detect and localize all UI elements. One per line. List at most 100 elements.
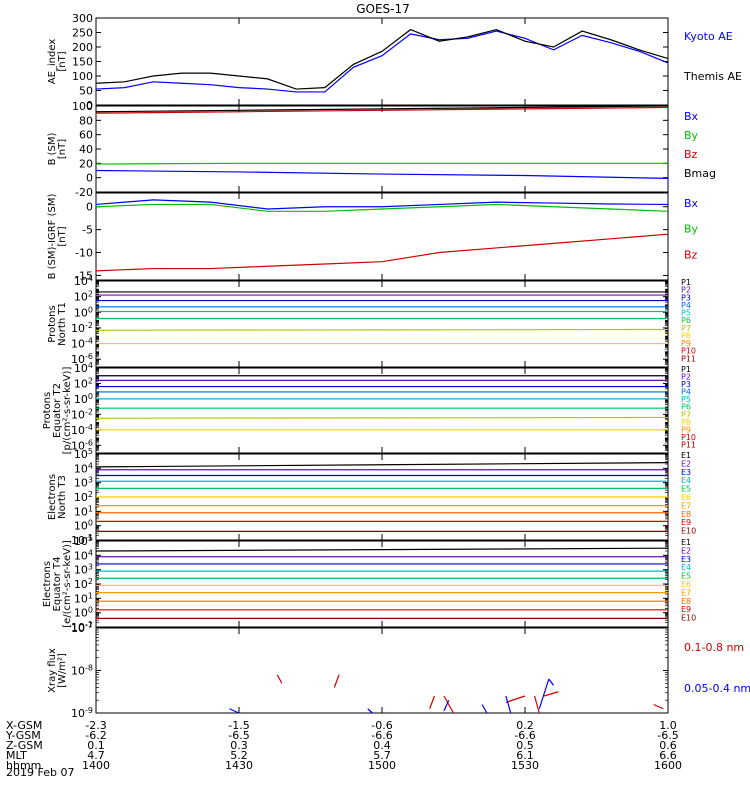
footer-value: -6.6	[514, 729, 535, 742]
series-bz	[95, 106, 669, 114]
series-segment	[548, 678, 555, 686]
panel-frame	[95, 627, 669, 714]
legend-0-1-0-8-nm: 0.1-0.8 nm	[684, 641, 744, 654]
legend-bx: Bx	[684, 110, 699, 123]
footer-value: 1530	[511, 759, 539, 772]
y-axis-label: AE_index	[47, 39, 58, 85]
y-tick-label: 102	[74, 577, 93, 592]
legend-e10: E10	[681, 614, 696, 623]
footer-value: 1600	[654, 759, 682, 772]
y-axis-label: Equator T2	[52, 383, 63, 438]
y-tick-label: 104	[74, 274, 93, 289]
series-by	[95, 203, 669, 212]
footer-value: 1500	[368, 759, 396, 772]
y-tick-label: 10-2	[71, 407, 93, 422]
series-e1	[95, 547, 669, 552]
footer-value: -0.6	[371, 719, 392, 732]
y-tick-label: 300	[72, 12, 93, 25]
y-tick-label: 101	[74, 504, 93, 519]
footer-row-label: MLT	[6, 749, 27, 762]
legend-p7: P7	[681, 410, 691, 419]
legend-p5: P5	[681, 309, 691, 318]
y-tick-label: 104	[74, 461, 93, 476]
y-tick-label: 105	[74, 447, 93, 462]
y-tick-label: 10-9	[71, 706, 93, 721]
series-line	[95, 233, 669, 272]
legend-bx: Bx	[684, 197, 699, 210]
footer-value: 6.1	[516, 749, 534, 762]
series-segment	[276, 674, 283, 684]
series-line	[95, 199, 669, 210]
footer-value: -2.3	[85, 719, 106, 732]
series-e1	[95, 462, 669, 468]
legend-bz: Bz	[684, 148, 698, 161]
series-line	[95, 162, 668, 165]
series-segment	[653, 703, 664, 710]
series-bmag	[95, 105, 669, 113]
panel-frame	[95, 540, 669, 628]
y-tick-label: 0	[86, 172, 93, 185]
panel-frame	[95, 192, 669, 281]
legend-p8: P8	[681, 331, 691, 340]
y-tick-label: -15	[75, 269, 93, 282]
legend-p8: P8	[681, 418, 691, 427]
legend-p4: P4	[681, 388, 691, 397]
footer-value: 0.1	[87, 739, 105, 752]
legend-e2: E2	[681, 546, 691, 555]
legend-e1: E1	[681, 451, 691, 460]
footer-value: -6.6	[371, 729, 392, 742]
y-tick-label: 150	[72, 56, 93, 69]
footer-row-label: Z-GSM	[6, 739, 43, 752]
series-segment	[533, 695, 540, 714]
series-kyoto-ae	[95, 30, 669, 93]
y-tick-label: 40	[79, 143, 93, 156]
series-segment	[443, 695, 455, 714]
series-segment	[333, 674, 340, 688]
legend-0-05-0-4-nm: 0.05-0.4 nm	[684, 682, 750, 695]
footer-value: 6.6	[659, 749, 677, 762]
y-tick-label: 60	[79, 129, 93, 142]
legend-e8: E8	[681, 597, 691, 606]
y-tick-label: -10	[75, 247, 93, 260]
legend-p5: P5	[681, 395, 691, 404]
y-tick-label: 100	[74, 518, 93, 533]
footer-row-label: Y-GSM	[5, 729, 41, 742]
series-line	[95, 28, 669, 90]
y-axis-label: B (SM)-IGRF (SM)	[47, 194, 58, 280]
legend-e6: E6	[681, 493, 691, 502]
y-axis-label: [nT]	[57, 51, 68, 71]
y-tick-label: 100	[72, 70, 93, 83]
legend-p1: P1	[681, 365, 691, 374]
legend-e2: E2	[681, 459, 691, 468]
y-axis-label: [nT]	[57, 226, 68, 246]
y-tick-label: 104	[74, 361, 93, 376]
footer-value: 0.2	[516, 719, 534, 732]
legend-p1: P1	[681, 278, 691, 287]
footer-value: 4.7	[87, 749, 105, 762]
footer-value: 0.5	[516, 739, 534, 752]
legend-bmag: Bmag	[684, 167, 716, 180]
series-bx	[95, 169, 669, 179]
legend-p7: P7	[681, 324, 691, 333]
y-tick-label: 105	[74, 534, 93, 549]
series-line	[95, 106, 669, 114]
legend-e4: E4	[681, 563, 691, 572]
legend-p3: P3	[681, 293, 691, 302]
legend-p6: P6	[681, 316, 691, 325]
series-p7	[95, 328, 669, 331]
legend-e3: E3	[681, 468, 691, 477]
series-segment	[429, 695, 435, 709]
legend-p9: P9	[681, 425, 691, 434]
y-tick-label: 250	[72, 27, 93, 40]
series-line	[95, 30, 669, 93]
footer-value: 5.2	[230, 749, 248, 762]
series-themis-ae	[95, 28, 669, 90]
series-line	[95, 203, 669, 212]
footer-value: 1.0	[659, 719, 677, 732]
footer-value: 1400	[82, 759, 110, 772]
